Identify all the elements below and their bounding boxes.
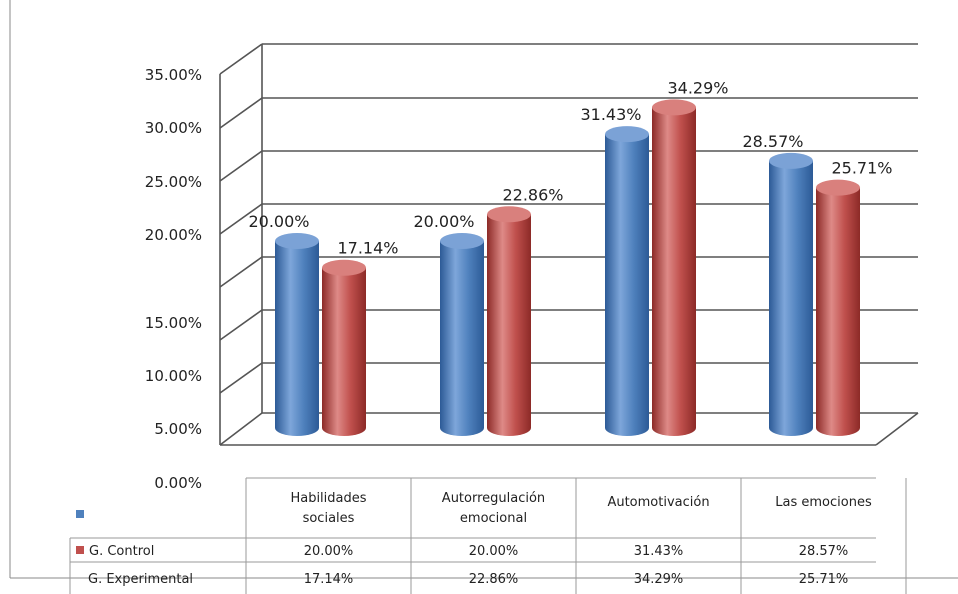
table-cell-value: 34.29% [634, 572, 684, 587]
data-label: 34.29% [667, 78, 728, 97]
y-tick-label: 25.00% [145, 173, 202, 191]
y-tick-label: 5.00% [154, 420, 202, 438]
cylinder-bar-experimental-top [322, 259, 366, 276]
cylinder-bar-experimental-body [487, 214, 531, 436]
data-label: 20.00% [248, 212, 309, 231]
category-label: Automotivación [607, 495, 709, 510]
cylinder-bar-experimental [816, 179, 860, 436]
y-tick-label: 20.00% [145, 226, 202, 244]
cylinder-bar-control-top [275, 233, 319, 249]
category-label: Las emociones [775, 495, 872, 510]
cylinder-bar-control-body [769, 160, 813, 437]
category-label: Habilidades [290, 491, 366, 506]
data-label: 20.00% [413, 212, 474, 231]
cylinder-bar-control-top [605, 126, 649, 143]
row-series-name: G. Experimental [88, 572, 193, 587]
category-label: sociales [303, 511, 355, 526]
table-cell-value: 28.57% [799, 544, 849, 559]
cylinder-bar-control-body [605, 134, 649, 436]
data-label: 17.14% [337, 239, 398, 258]
floor-right-edge [875, 412, 919, 446]
cylinder-bar-experimental-body [816, 187, 860, 436]
table-cell-value: 20.00% [469, 544, 519, 559]
cylinder-bar-control [769, 152, 813, 437]
cylinder-bar-experimental-top [652, 99, 696, 116]
cylinder-bar-control [605, 126, 649, 436]
cylinder-bar-control-body [275, 241, 319, 436]
gridline-diagonal [219, 43, 263, 75]
legend-swatch-blank [76, 510, 84, 518]
gridline-diagonal [219, 412, 263, 446]
cylinder-bar-experimental [322, 259, 366, 436]
table-cell-value: 17.14% [304, 572, 354, 587]
cylinder-bar-control-top [769, 152, 813, 169]
gridline-diagonal [219, 362, 263, 394]
legend-swatch [76, 546, 84, 554]
data-label: 22.86% [502, 185, 563, 204]
table-cell-value: 25.71% [799, 572, 849, 587]
table-cell-value: 20.00% [304, 544, 354, 559]
y-tick-label: 15.00% [145, 314, 202, 332]
cylinder-bar-experimental [487, 206, 531, 436]
gridline-diagonal [219, 150, 263, 182]
data-label: 31.43% [580, 105, 641, 124]
cylinder-bar-experimental [652, 99, 696, 437]
cylinder-bar-control [275, 233, 319, 436]
gridline-diagonal [219, 97, 263, 129]
y-tick-label: 30.00% [145, 119, 202, 137]
cylinder-bar-experimental-top [816, 179, 860, 196]
row-series-name: G. Control [89, 544, 154, 559]
data-label: 28.57% [742, 132, 803, 151]
plot-back-wall [262, 44, 918, 413]
cylinder-bar-experimental-body [322, 267, 366, 436]
gridline-diagonal [219, 309, 263, 341]
cylinder-bar-control-top [440, 233, 484, 249]
y-tick-label: 0.00% [154, 474, 202, 492]
gridline-diagonal [219, 203, 263, 235]
gridline-diagonal [219, 256, 263, 288]
category-label: emocional [460, 511, 527, 526]
table-cell-value: 22.86% [469, 572, 519, 587]
y-tick-label: 10.00% [145, 367, 202, 385]
cylinder-bar-control-body [440, 241, 484, 436]
data-label: 25.71% [831, 159, 892, 178]
cylinder-bar-experimental-body [652, 107, 696, 437]
cylinder-bar-experimental-top [487, 206, 531, 223]
cylinder-bar-control [440, 233, 484, 436]
y-tick-label: 35.00% [145, 66, 202, 84]
table-cell-value: 31.43% [634, 544, 684, 559]
category-label: Autorregulación [442, 491, 545, 506]
